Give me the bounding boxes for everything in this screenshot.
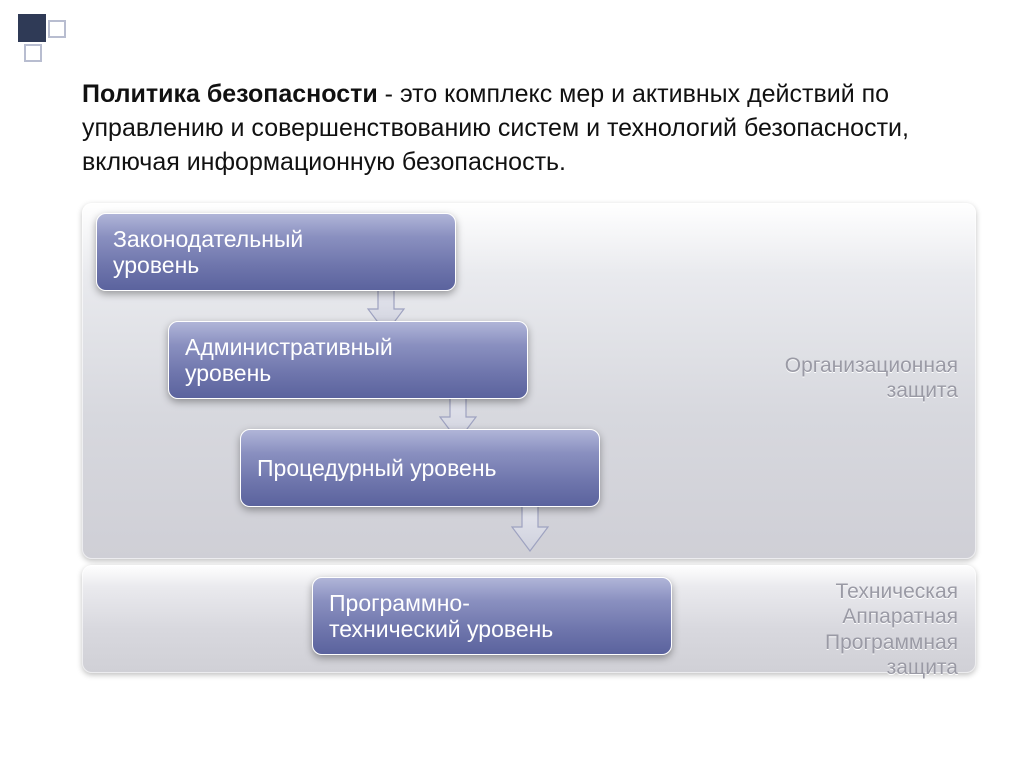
flow-arrow-3 <box>510 501 550 553</box>
level-label: Законодательныйуровень <box>113 226 303 279</box>
level-box-2: Административныйуровень <box>168 321 528 399</box>
deco-square-outline-1 <box>48 20 66 38</box>
level-box-1: Законодательныйуровень <box>96 213 456 291</box>
slide: Политика безопасности - это комплекс мер… <box>0 0 1024 768</box>
side-label-top: Организационнаязащита <box>785 353 958 403</box>
deco-square-outline-2 <box>24 44 42 62</box>
diagram: Организационнаязащита ТехническаяАппарат… <box>82 203 976 683</box>
level-box-3: Процедурный уровень <box>240 429 600 507</box>
corner-decoration <box>18 14 74 70</box>
definition-term: Политика безопасности <box>82 80 378 108</box>
side-label-bottom: ТехническаяАппаратнаяПрограммнаязащита <box>825 579 958 680</box>
level-box-4: Программно-технический уровень <box>312 577 672 655</box>
deco-square-dark <box>18 14 46 42</box>
level-label: Административныйуровень <box>185 334 393 387</box>
definition-text: Политика безопасности - это комплекс мер… <box>82 78 962 179</box>
level-label: Процедурный уровень <box>257 455 497 481</box>
level-label: Программно-технический уровень <box>329 590 553 643</box>
